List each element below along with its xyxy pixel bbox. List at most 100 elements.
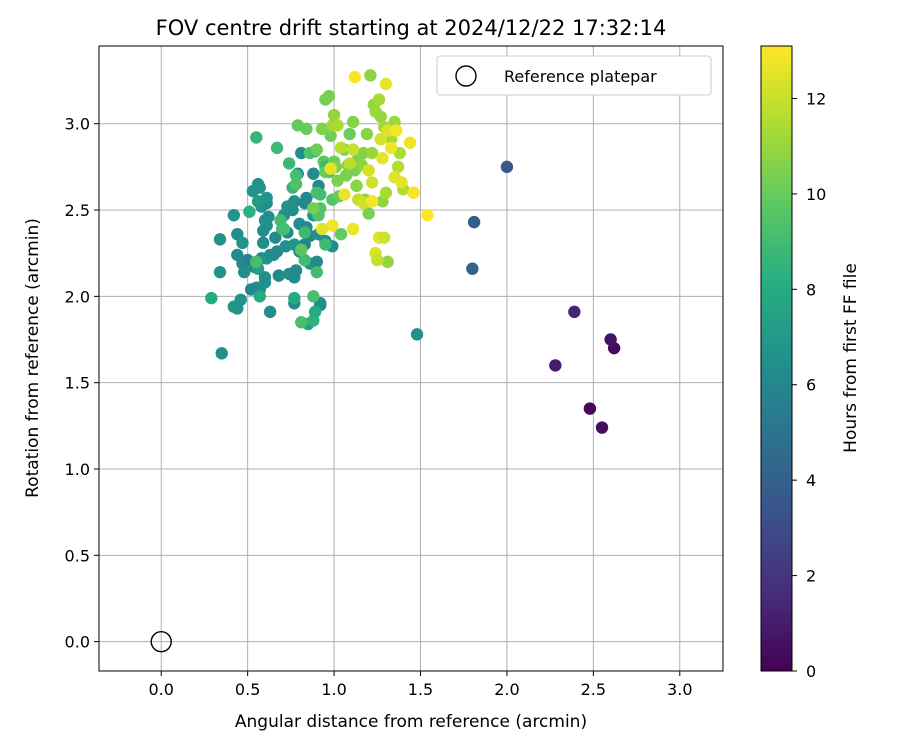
data-point xyxy=(253,290,266,303)
data-point xyxy=(395,176,408,189)
data-point xyxy=(421,208,434,222)
data-point xyxy=(362,164,375,177)
data-point xyxy=(288,291,301,305)
data-point xyxy=(244,283,258,296)
data-point xyxy=(310,255,323,269)
data-point xyxy=(466,262,479,275)
y-tick-label: 1.5 xyxy=(65,374,90,393)
data-point xyxy=(236,236,249,250)
y-tick-label: 3.0 xyxy=(65,115,90,134)
x-tick-label: 2.5 xyxy=(581,680,606,699)
data-point xyxy=(583,402,597,415)
data-point xyxy=(205,291,218,305)
y-tick-label: 0.5 xyxy=(65,546,90,565)
data-point xyxy=(379,77,393,91)
data-point xyxy=(213,233,227,246)
data-point xyxy=(300,191,313,205)
reference-marker-group xyxy=(150,630,172,653)
data-point xyxy=(324,129,337,142)
data-point xyxy=(334,227,348,241)
plot-frame xyxy=(98,45,724,672)
colorbar-tick-label: 6 xyxy=(806,376,816,395)
data-point xyxy=(604,333,617,346)
data-point xyxy=(500,160,514,174)
data-point xyxy=(295,243,308,256)
data-point xyxy=(319,238,332,251)
data-point xyxy=(403,136,417,149)
data-point xyxy=(263,305,277,319)
colorbar-gradient xyxy=(760,45,793,672)
colorbar-tick-label: 0 xyxy=(806,662,816,681)
data-point xyxy=(357,146,370,160)
data-point xyxy=(322,89,336,103)
data-points xyxy=(205,69,621,434)
data-point xyxy=(289,169,303,182)
data-point xyxy=(315,122,329,136)
data-point xyxy=(307,290,320,303)
legend-entry-label: Reference platepar xyxy=(504,67,657,86)
data-point xyxy=(262,210,275,224)
data-point xyxy=(410,328,424,341)
data-point xyxy=(307,167,320,180)
data-point xyxy=(237,265,251,279)
data-point xyxy=(282,157,296,170)
data-point xyxy=(350,179,363,193)
y-axis-label: Rotation from reference (arcmin) xyxy=(23,218,43,498)
data-point xyxy=(372,93,386,106)
data-point xyxy=(251,195,265,208)
data-point xyxy=(364,69,377,82)
data-point xyxy=(378,231,391,244)
data-point xyxy=(310,265,323,279)
data-point xyxy=(250,255,263,269)
data-point xyxy=(381,124,394,137)
data-point xyxy=(315,222,329,236)
data-point xyxy=(307,202,320,215)
data-point xyxy=(295,146,308,160)
data-point xyxy=(308,305,322,319)
data-point xyxy=(250,131,263,144)
data-point xyxy=(298,253,311,267)
data-point xyxy=(289,177,303,191)
data-point xyxy=(289,264,303,277)
colorbar-tick-label: 8 xyxy=(806,280,816,299)
colorbar-label: Hours from first FF file xyxy=(841,263,861,453)
data-point xyxy=(288,195,301,208)
y-tick-label: 0.0 xyxy=(65,633,90,652)
data-point xyxy=(331,119,344,132)
data-point xyxy=(346,222,360,236)
data-point xyxy=(243,205,256,218)
data-point xyxy=(365,195,379,208)
data-point xyxy=(374,110,387,123)
data-point xyxy=(346,115,360,129)
legend: Reference platepar xyxy=(436,55,712,96)
colorbar: 0 2 4 6 8 10 12 Hours from first FF file xyxy=(760,45,861,681)
data-point xyxy=(467,215,481,229)
x-tick-label: 0.5 xyxy=(235,680,260,699)
data-point xyxy=(295,316,308,329)
data-point xyxy=(343,157,356,170)
data-point xyxy=(272,269,285,282)
data-point xyxy=(334,141,348,155)
y-axis-ticks: 0.0 0.5 1.0 1.5 2.0 2.5 3.0 xyxy=(65,115,99,652)
x-tick-label: 0.0 xyxy=(149,680,174,699)
x-axis-ticks: 0.0 0.5 1.0 1.5 2.0 2.5 3.0 xyxy=(149,671,693,699)
data-point xyxy=(298,226,311,239)
legend-open-circle-icon xyxy=(455,65,477,87)
data-point xyxy=(348,70,362,84)
data-point xyxy=(384,141,398,155)
data-point xyxy=(227,208,241,222)
data-point xyxy=(213,265,227,279)
data-point xyxy=(391,160,405,174)
data-point xyxy=(381,255,394,269)
colorbar-tick-label: 12 xyxy=(806,89,826,108)
y-tick-label: 2.5 xyxy=(65,201,90,220)
data-point xyxy=(234,293,247,306)
reference-platepar-marker xyxy=(150,630,172,653)
data-point xyxy=(362,207,375,220)
data-point xyxy=(326,219,339,232)
colorbar-ticks: 0 2 4 6 8 10 12 xyxy=(792,89,826,681)
data-point xyxy=(277,222,291,236)
colorbar-tick-label: 10 xyxy=(806,185,826,204)
data-point xyxy=(365,176,379,189)
